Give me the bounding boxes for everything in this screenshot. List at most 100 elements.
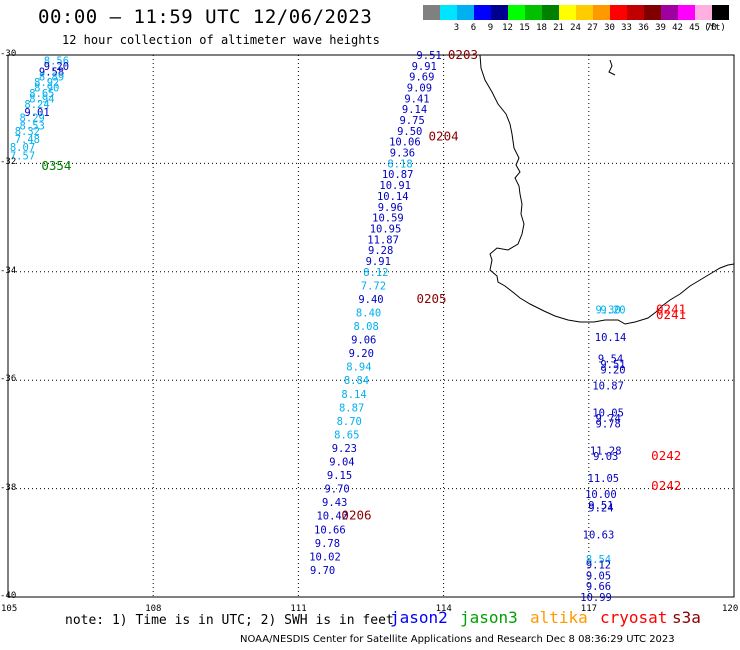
satellite-legend-cryosat: cryosat [600, 608, 668, 627]
wave-height-value: 8.65 [334, 429, 359, 441]
wave-height-value: 9.20 [600, 364, 625, 376]
legend-swatch [491, 5, 508, 20]
wave-height-value: 9.04 [329, 457, 354, 469]
wave-height-value: 9.06 [351, 335, 376, 347]
wave-height-value: 10.42 [316, 511, 348, 523]
wave-height-value: 7.57 [10, 150, 35, 162]
legend-label: 70 [706, 23, 717, 33]
legend-label: 6 [470, 23, 477, 33]
latitude-label: -32 [0, 157, 17, 168]
wave-height-value: 8.07 [10, 142, 35, 154]
wave-height-value: 8.89 [39, 72, 64, 84]
pass-time-label: 0203 [448, 47, 478, 62]
wave-height-value: 8.24 [24, 99, 49, 111]
wave-height-value: 9.30 [596, 305, 621, 317]
wave-height-value: 10.87 [592, 381, 624, 393]
legend-label: 42 [672, 23, 683, 33]
wave-height-value: 10.05 [592, 408, 624, 420]
wave-height-value: 9.43 [322, 497, 347, 509]
pass-time-label: 0241 [656, 302, 686, 317]
longitude-label: 114 [435, 604, 452, 614]
legend-label: 36 [638, 23, 649, 33]
latitude-label: -36 [0, 374, 17, 385]
wave-height-value: 8.08 [354, 321, 379, 333]
legend-label: 39 [655, 23, 666, 33]
wave-height-value: 11.87 [367, 234, 399, 246]
wave-height-value: 8.87 [339, 402, 364, 414]
wave-height-value: 9.78 [596, 419, 621, 431]
pass-time-label: 0242 [651, 448, 681, 463]
wave-height-value: 9.91 [366, 256, 391, 268]
wave-height-value: 9.75 [399, 115, 424, 127]
wave-height-value: 8.94 [29, 93, 54, 105]
legend-label: 27 [587, 23, 598, 33]
legend-swatch [678, 5, 695, 20]
wave-height-value: 10.14 [595, 332, 627, 344]
wave-height-value: 9.20 [600, 305, 625, 317]
legend-label: 15 [519, 23, 530, 33]
legend-swatch [457, 5, 474, 20]
satellite-legend-jason2: jason2 [390, 608, 448, 627]
wave-height-value: 8.70 [337, 416, 362, 428]
legend-label: 3 [453, 23, 460, 33]
wave-height-value: 8.32 [15, 126, 40, 138]
wave-height-value: 8.54 [586, 554, 611, 566]
legend-label: 33 [621, 23, 632, 33]
wave-height-value: 9.58 [39, 66, 64, 78]
wave-height-value: 9.51 [588, 500, 613, 512]
wave-height-value: 9.54 [598, 354, 623, 366]
legend-swatch [644, 5, 661, 20]
wave-height-value: 9.70 [310, 565, 335, 577]
satellite-legend-jason3: jason3 [460, 608, 518, 627]
legend-label: 9 [487, 23, 494, 33]
wave-height-value: 8.18 [387, 158, 412, 170]
wave-height-value: 9.96 [378, 202, 403, 214]
wave-height-value: 9.70 [324, 484, 349, 496]
pass-time-label: 0206 [341, 508, 371, 523]
wave-height-value: 9.20 [44, 61, 69, 73]
wave-height-value: 9.01 [24, 107, 49, 119]
wave-height-value: 8.84 [344, 375, 369, 387]
satellite-legend-s3a: s3a [672, 608, 701, 627]
credit-line: NOAA/NESDIS Center for Satellite Applica… [240, 634, 675, 645]
longitude-label: 105 [1, 604, 18, 614]
wave-height-value: 10.14 [377, 191, 409, 203]
wave-height-value: 8.56 [44, 55, 69, 67]
wave-height-value: 10.02 [309, 551, 341, 563]
legend-swatch [423, 5, 440, 20]
wave-height-value: 8.29 [20, 112, 45, 124]
coastline-australia [479, 54, 735, 325]
wave-height-value: 8.94 [346, 362, 371, 374]
wave-height-value: 10.99 [580, 592, 612, 604]
legend-swatch [593, 5, 610, 20]
wave-height-value: 9.20 [349, 348, 374, 360]
legend-swatch [695, 5, 712, 20]
wave-height-value: 10.06 [389, 137, 421, 149]
longitude-label: 120 [722, 604, 739, 614]
wave-height-value: 9.51 [416, 50, 441, 62]
pass-time-label: 0204 [429, 128, 459, 143]
legend-label: 30 [604, 23, 615, 33]
legend-swatch [508, 5, 525, 20]
map-frame [7, 54, 735, 598]
wave-height-value: 9.23 [332, 443, 357, 455]
wave-height-value: 10.59 [372, 213, 404, 225]
wave-height-value: 10.91 [379, 180, 411, 192]
latitude-label: -34 [0, 265, 17, 276]
pass-time-label: 0354 [41, 158, 71, 173]
legend-swatch [542, 5, 559, 20]
legend-label: 24 [570, 23, 581, 33]
map-title: 00:00 – 11:59 UTC 12/06/2023 [38, 6, 373, 28]
wave-height-value: 7.48 [15, 134, 40, 146]
wave-height-value: 9.78 [315, 538, 340, 550]
wave-height-value: 9.36 [390, 148, 415, 160]
wave-height-value: 8.12 [363, 267, 388, 279]
longitude-label: 108 [145, 604, 162, 614]
latitude-label: -40 [0, 591, 17, 601]
wave-height-value: 9.09 [407, 83, 432, 95]
wave-height-value: 8.90 [34, 83, 59, 95]
legend-swatch [474, 5, 491, 20]
map-subtitle: 12 hour collection of altimeter wave hei… [62, 33, 380, 47]
legend-swatch [712, 5, 729, 20]
